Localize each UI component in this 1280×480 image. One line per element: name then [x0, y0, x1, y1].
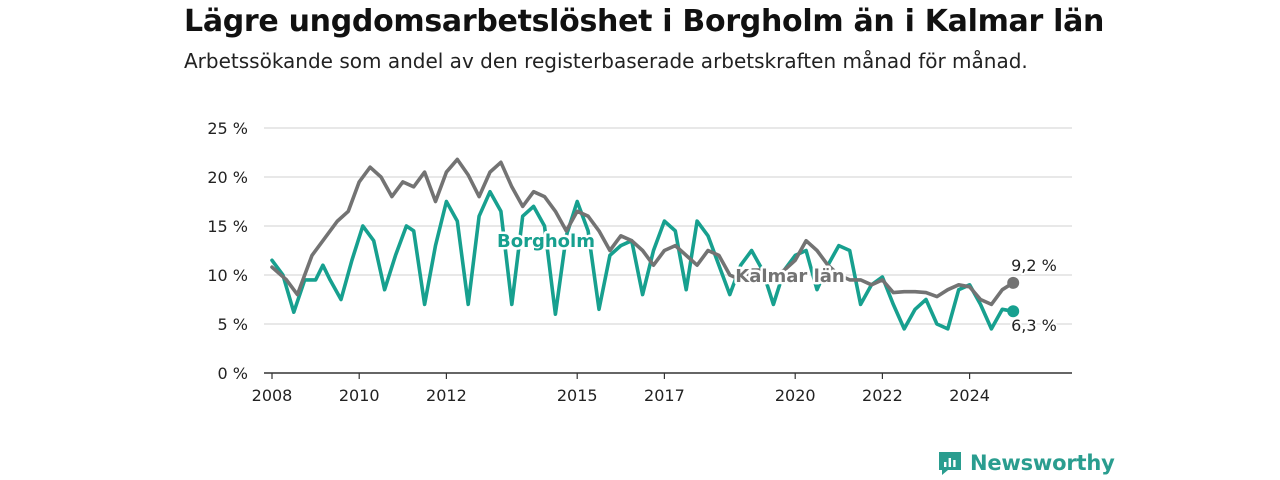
y-tick-label: 5 %: [218, 315, 248, 334]
end-label-borgholm: 6,3 %: [1011, 316, 1057, 335]
chart-title: Lägre ungdomsarbetslöshet i Borgholm än …: [184, 4, 1105, 39]
series-label-borgholm: Borgholm: [497, 231, 595, 252]
x-tick-label: 2020: [775, 386, 816, 405]
x-tick-label: 2024: [949, 386, 990, 405]
end-point-kalmar-lan: [1007, 276, 1020, 289]
y-tick-label: 15 %: [207, 217, 248, 236]
y-tick-label: 0 %: [218, 364, 248, 383]
brand-logo: Newsworthy: [936, 446, 1115, 480]
x-tick-label: 2015: [557, 386, 598, 405]
y-tick-label: 25 %: [207, 119, 248, 138]
brand-name: Newsworthy: [970, 451, 1115, 475]
series-line-borgholm: [270, 189, 1015, 331]
x-tick-label: 2008: [252, 386, 293, 405]
series-label-kalmar-lan: Kalmar län: [735, 266, 844, 287]
y-tick-label: 10 %: [207, 266, 248, 285]
x-tick-label: 2022: [862, 386, 903, 405]
x-tick-label: 2012: [426, 386, 467, 405]
end-label-kalmar-lan: 9,2 %: [1011, 256, 1057, 275]
x-tick-label: 2017: [644, 386, 685, 405]
x-tick-label: 2010: [339, 386, 380, 405]
chart-subtitle: Arbetssökande som andel av den registerb…: [184, 49, 1028, 73]
series-line-kalmar-lan: [270, 157, 1015, 307]
end-point-borgholm: [1007, 305, 1020, 318]
y-tick-label: 20 %: [207, 168, 248, 187]
newsworthy-logo-icon: [939, 452, 961, 475]
